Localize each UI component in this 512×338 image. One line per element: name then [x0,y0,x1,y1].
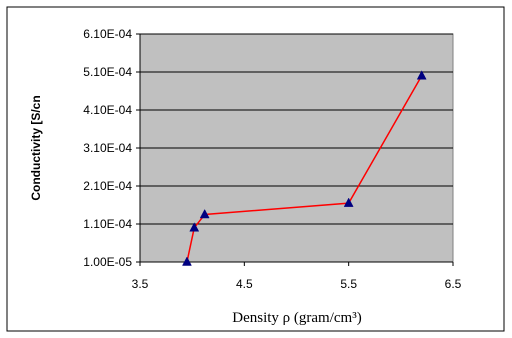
y-tick-label-5: 5.10E-04 [83,65,132,79]
y-tick-label-1: 1.10E-04 [83,217,132,231]
x-axis-ticks: 3.5 4.5 5.5 6.5 [132,261,462,291]
y-tick-label-0: 1.00E-05 [83,255,132,269]
y-tick-label-4: 4.10E-04 [83,103,132,117]
x-tick-label-3: 6.5 [445,277,462,291]
x-tick-label-1: 4.5 [236,277,253,291]
x-tick-label-0: 3.5 [132,277,149,291]
y-tick-label-2: 2.10E-04 [83,179,132,193]
y-axis-ticks: 1.00E-05 1.10E-04 2.10E-04 3.10E-04 4.10E-04… [83,27,141,269]
data-point-2 [199,208,210,219]
data-point-3 [343,197,354,207]
gridlines [140,33,453,225]
y-tick-label-3: 3.10E-04 [83,141,132,155]
data-point-4 [416,70,427,80]
x-axis-label: Density ρ (gram/cm³) [232,310,361,326]
y-axis-label: Conductivity [S/cn [29,95,43,200]
data-point-0 [182,256,192,266]
data-series [182,70,427,266]
x-tick-label-2: 5.5 [340,277,357,291]
y-tick-label-6: 6.10E-04 [83,27,132,41]
data-point-1 [189,222,200,232]
